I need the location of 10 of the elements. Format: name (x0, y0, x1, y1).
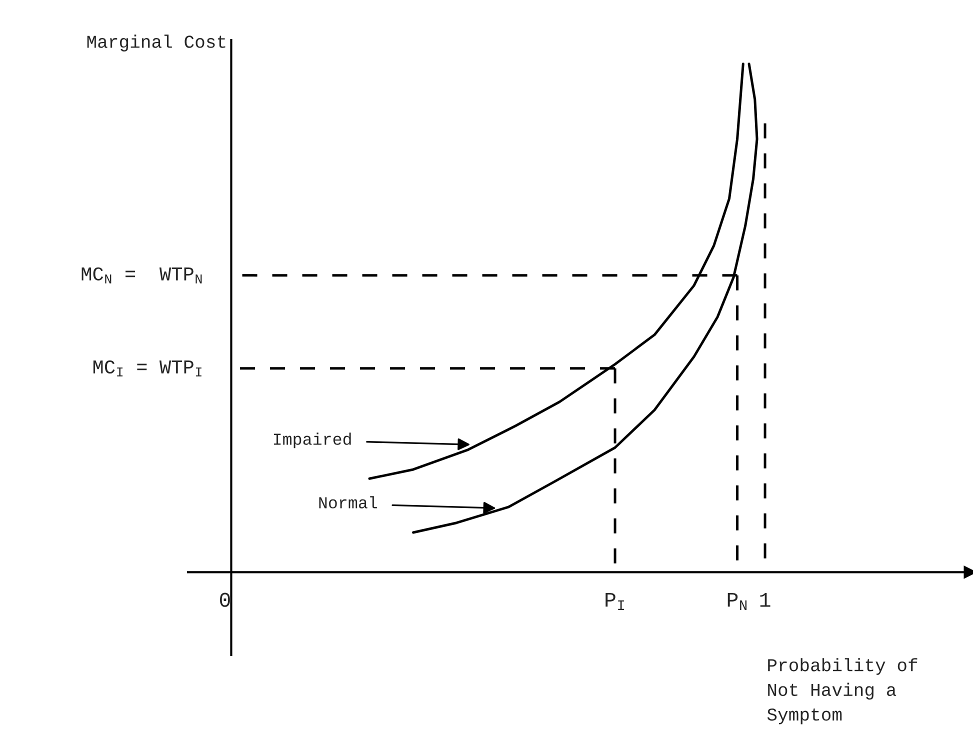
annotation: Normal (319, 496, 378, 508)
annotation: MC$_{N}$ = WTP$_{N}$ (82, 267, 202, 284)
y-axis-title: Marginal Cost (87, 34, 226, 52)
x-tick-label: 1 (760, 592, 770, 607)
x-tick-label: P$_{I}$ (606, 592, 624, 610)
annotation: Impaired (274, 432, 351, 448)
annotation: MC$_{I}$ = WTP$_{I}$ (93, 360, 202, 376)
x-tick-label: 0 (220, 592, 230, 607)
x-tick-label: P$_{N}$ (728, 592, 747, 610)
x-axis-title: Probability of Not Having a Symptom (767, 658, 918, 724)
